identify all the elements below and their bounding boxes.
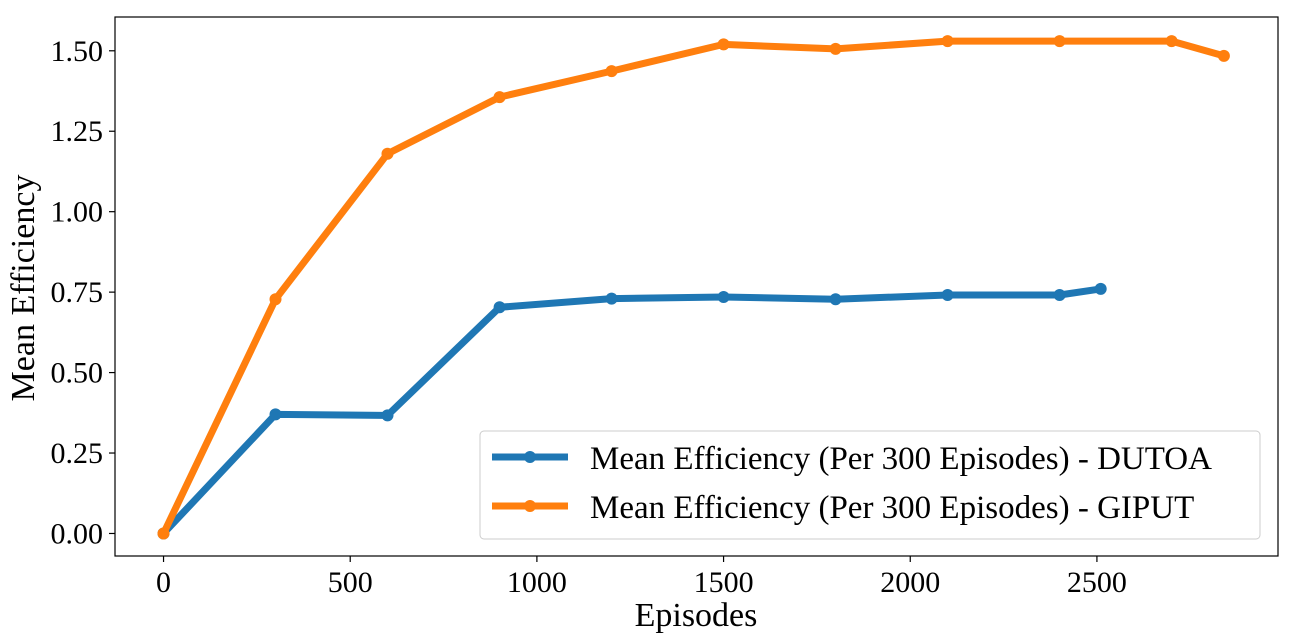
data-point-giput (605, 65, 618, 78)
data-point-giput (829, 42, 842, 55)
x-tick-label: 2000 (880, 566, 940, 599)
data-point-giput (1053, 35, 1066, 48)
y-tick-label: 0.75 (51, 276, 104, 309)
data-point-giput (717, 38, 730, 51)
y-tick-label: 1.00 (51, 196, 104, 229)
y-tick-label: 0.50 (51, 357, 104, 390)
legend-marker-dutoa (524, 451, 536, 463)
data-point-dutoa (941, 289, 954, 301)
legend-label-giput: Mean Efficiency (Per 300 Episodes) - GIP… (590, 490, 1194, 526)
y-tick-label: 0.00 (51, 517, 104, 550)
y-axis: 0.00 0.25 0.50 0.75 1.00 1.25 1.50 (51, 35, 115, 550)
y-tick-label: 1.50 (51, 35, 104, 68)
x-tick-label: 500 (328, 566, 373, 599)
legend-marker-giput (524, 500, 536, 512)
x-axis-title: Episodes (635, 597, 758, 633)
data-point-dutoa (829, 293, 842, 306)
data-point-dutoa (269, 408, 282, 421)
data-point-dutoa (381, 409, 394, 422)
x-tick-label: 1000 (507, 566, 567, 599)
data-point-giput (269, 293, 282, 306)
data-point-giput (381, 147, 394, 160)
plot-frame (114, 16, 1279, 557)
legend: Mean Efficiency (Per 300 Episodes) - DUT… (479, 430, 1261, 540)
legend-box (479, 430, 1261, 540)
data-point-giput (1217, 49, 1230, 62)
y-tick-label: 1.25 (51, 115, 104, 148)
series-line-dutoa (160, 285, 1105, 537)
data-point-dutoa (493, 301, 506, 314)
data-point-dutoa (605, 292, 618, 305)
data-point-dutoa (717, 291, 730, 303)
y-axis-title: Mean Efficiency (5, 175, 42, 402)
x-tick-label: 2500 (1067, 566, 1127, 599)
data-point-dutoa (1053, 289, 1066, 301)
x-tick-label: 1500 (694, 566, 754, 599)
data-point-dutoa (1094, 282, 1107, 295)
data-point-giput (941, 35, 954, 48)
y-tick-label: 0.25 (51, 437, 104, 470)
data-point-giput (1165, 35, 1178, 48)
data-point-giput (493, 91, 506, 104)
legend-label-dutoa: Mean Efficiency (Per 300 Episodes) - DUT… (590, 441, 1212, 477)
x-tick-label: 0 (156, 566, 171, 599)
data-point-giput (157, 527, 170, 540)
x-axis: 0 500 1000 1500 2000 2500 (156, 556, 1127, 599)
series-layer (157, 35, 1230, 540)
